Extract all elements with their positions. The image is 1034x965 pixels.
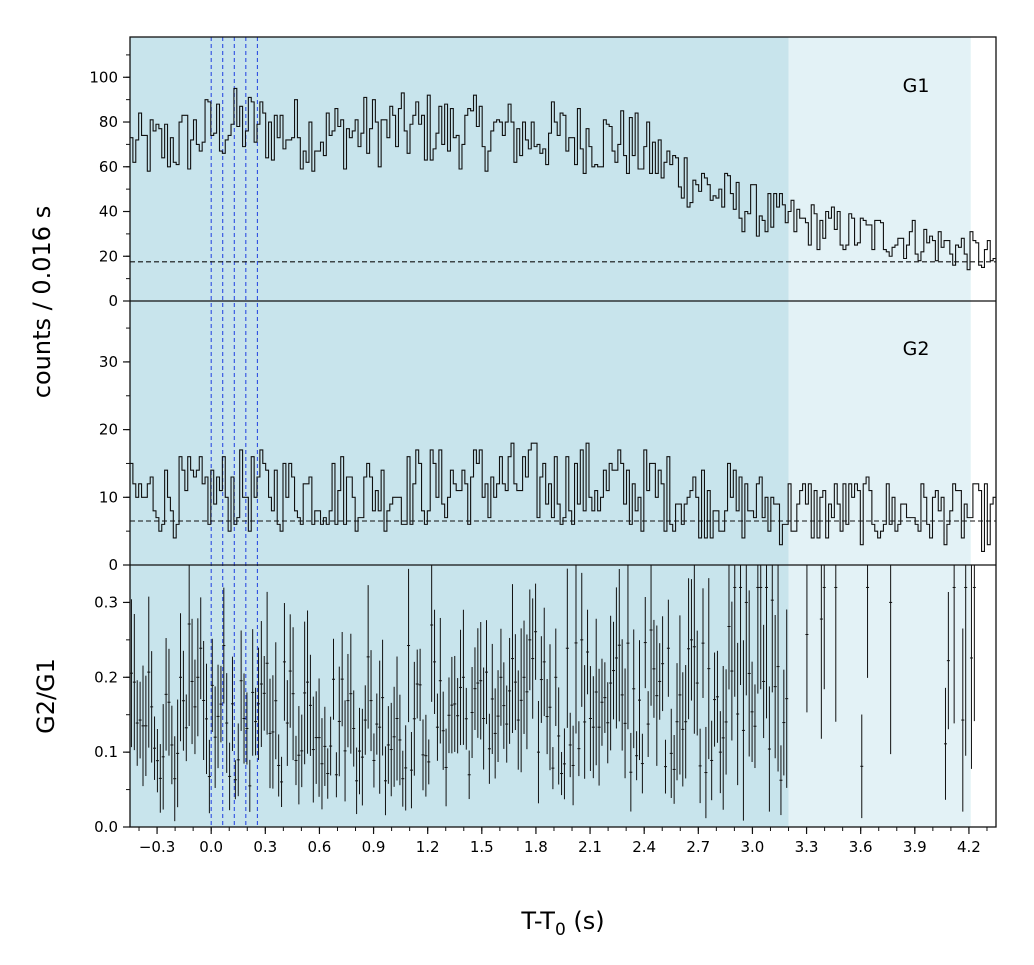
y-tick-label: 20 — [99, 247, 118, 265]
x-axis-title-sub: 0 — [555, 920, 566, 940]
x-tick-label: 3.9 — [903, 838, 927, 856]
y-tick-label: 30 — [99, 353, 118, 371]
x-tick-label: 2.4 — [632, 838, 656, 856]
y-tick-label: 0.3 — [94, 593, 118, 611]
x-tick-label: 2.1 — [578, 838, 602, 856]
x-axis-title-unit: (s) — [566, 907, 605, 935]
vertical-markers — [210, 37, 258, 827]
series-line-g2 — [130, 442, 996, 553]
x-tick-label: 1.8 — [524, 838, 548, 856]
y-tick-label: 0.0 — [94, 818, 118, 836]
x-tick-label: 3.0 — [741, 838, 765, 856]
series-line-g1 — [130, 87, 996, 271]
y-tick-label: 0.2 — [94, 668, 118, 686]
x-tick-label: 3.3 — [795, 838, 819, 856]
y-tick-label: 0 — [108, 556, 118, 574]
x-axis-title: T-T0 (s) — [520, 907, 604, 940]
panel-label-g2: G2 — [903, 338, 930, 360]
y-tick-label: 20 — [99, 421, 118, 439]
x-tick-label: 2.7 — [686, 838, 710, 856]
x-tick-label: 1.2 — [416, 838, 440, 856]
series-layer — [129, 87, 996, 822]
x-tick-label: 0.0 — [199, 838, 223, 856]
y-tick-label: 0.1 — [94, 743, 118, 761]
ticks-layer: −0.3 0.0 0.3 0.6 0.9 1.2 1.5 1.8 2.1 2.4 2.7 3.0 3.3… — [89, 54, 988, 856]
plot-frame — [129, 36, 997, 828]
x-tick-label: 0.3 — [253, 838, 277, 856]
y-tick-label: 0 — [108, 292, 118, 310]
x-tick-label: 4.2 — [957, 838, 981, 856]
x-tick-label: 0.6 — [308, 838, 332, 856]
x-tick-label: 0.9 — [362, 838, 386, 856]
x-tick-label: 3.6 — [849, 838, 873, 856]
panel-label-g1: G1 — [903, 75, 930, 97]
region-1 — [788, 37, 971, 827]
x-tick-label: −0.3 — [139, 838, 175, 856]
y-axis-title-ratio: G2/G1 — [32, 658, 60, 734]
y-tick-label: 40 — [99, 203, 118, 221]
x-axis-title-main: T-T — [520, 907, 555, 935]
y-tick-label: 100 — [89, 68, 118, 86]
x-tick-label: 1.5 — [470, 838, 494, 856]
y-tick-label: 60 — [99, 158, 118, 176]
y-tick-label: 10 — [99, 488, 118, 506]
panel-frames — [129, 36, 997, 828]
y-axis-title-counts: counts / 0.016 s — [28, 206, 56, 398]
y-tick-label: 80 — [99, 113, 118, 131]
